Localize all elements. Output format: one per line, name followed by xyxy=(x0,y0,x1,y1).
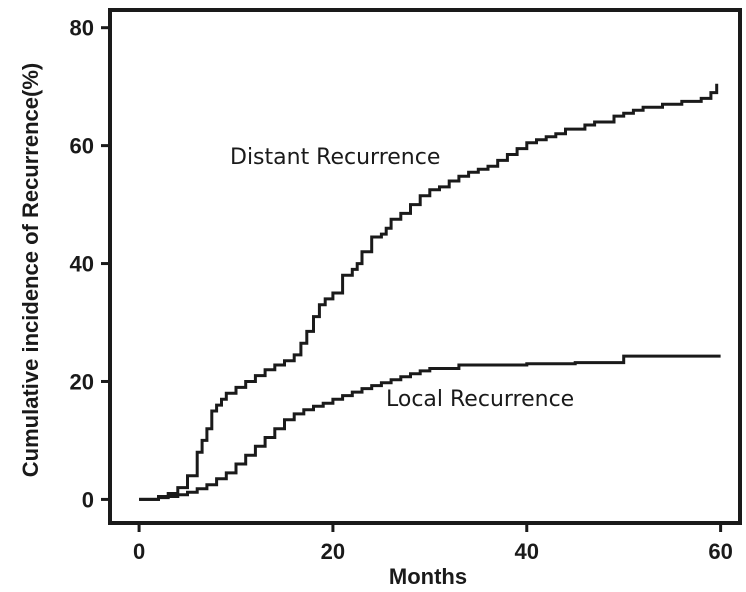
y-tick-label: 40 xyxy=(70,252,94,277)
y-tick-label: 60 xyxy=(70,134,94,159)
series-label-local-recurrence: Local Recurrence xyxy=(386,387,574,412)
x-tick-label: 60 xyxy=(708,539,732,564)
x-tick-label: 0 xyxy=(133,539,145,564)
series-line-local-recurrence xyxy=(139,354,721,501)
axis-ticks: 0 20 40 60 0 20 40 60 80 xyxy=(70,16,733,564)
series-lines xyxy=(139,83,721,501)
series-line-distant-recurrence xyxy=(139,83,719,501)
y-tick-label: 0 xyxy=(82,487,94,512)
y-tick-label: 20 xyxy=(70,369,94,394)
y-tick-label: 80 xyxy=(70,16,94,41)
x-tick-label: 40 xyxy=(515,539,539,564)
series-label-distant-recurrence: Distant Recurrence xyxy=(230,145,440,170)
x-tick-label: 20 xyxy=(321,539,345,564)
plot-frame xyxy=(108,8,742,525)
x-axis-label: Months xyxy=(389,564,467,589)
y-axis-label: Cumulative incidence of Recurrence(%) xyxy=(18,63,43,477)
